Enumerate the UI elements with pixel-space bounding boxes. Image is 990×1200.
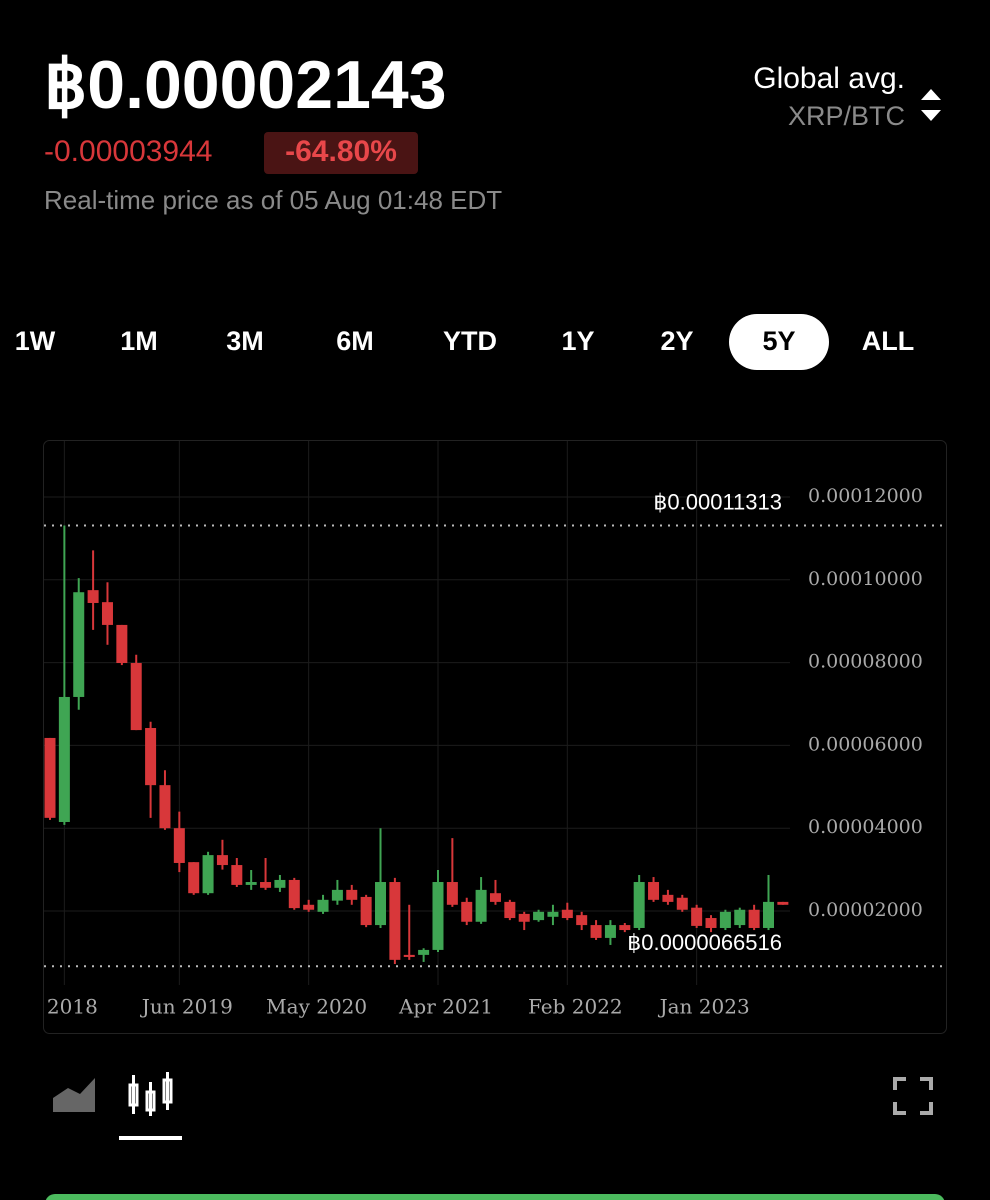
- candle-body: [231, 865, 243, 885]
- candle-body: [691, 907, 703, 926]
- y-tick-label: 0.00010000: [808, 568, 923, 590]
- candle-body: [576, 915, 588, 926]
- candle-body: [101, 602, 113, 625]
- x-tick-label: Jan 2023: [658, 995, 750, 1019]
- candle-body: [489, 893, 501, 902]
- candle-body: [375, 882, 387, 926]
- candle-body: [633, 882, 645, 928]
- source[interactable]: Global avg.: [753, 62, 905, 95]
- candle-body: [590, 925, 602, 938]
- change: -0.00003944: [44, 135, 213, 168]
- tab[interactable]: 2Y: [660, 326, 693, 356]
- candle-body: [604, 925, 616, 938]
- change-badge: [264, 132, 418, 174]
- timestamp: Real-time price as of 05 Aug 01:48 EDT: [44, 185, 502, 215]
- candle-body: [173, 828, 185, 863]
- candle-body: [475, 889, 487, 922]
- candle-body: [245, 882, 257, 885]
- pair[interactable]: XRP/BTC: [788, 101, 905, 131]
- candle-body: [705, 918, 717, 928]
- candle-body: [288, 879, 300, 909]
- candle-body: [130, 663, 142, 731]
- y-tick-label: 0.00008000: [808, 651, 923, 673]
- candle-body: [58, 696, 70, 822]
- candle-body: [260, 882, 272, 888]
- tab[interactable]: ALL: [862, 326, 914, 356]
- candle-body: [188, 862, 200, 894]
- candle-body: [116, 624, 128, 664]
- tab[interactable]: 1Y: [561, 326, 594, 356]
- candle-body: [504, 901, 516, 919]
- candle-body: [461, 901, 473, 922]
- candle-body: [648, 882, 660, 900]
- tab[interactable]: 1M: [120, 326, 158, 356]
- candle-body: [145, 728, 157, 786]
- chart-frame: [43, 440, 947, 1034]
- candle-body: [418, 949, 430, 955]
- y-tick-label: 0.00012000: [808, 485, 923, 507]
- change-percent: -64.80%: [285, 135, 397, 168]
- candle-body: [777, 901, 789, 905]
- action-button[interactable]: [45, 1194, 945, 1200]
- candle-body: [662, 894, 674, 902]
- reference-label: ฿0.00011313: [653, 489, 782, 514]
- tab[interactable]: 3M: [226, 326, 264, 356]
- candle-body: [317, 899, 329, 912]
- y-tick-label: 0.00004000: [808, 816, 923, 838]
- candle-body: [446, 882, 458, 905]
- candle-body: [360, 896, 372, 926]
- x-tick-label: Apr 2021: [398, 995, 493, 1019]
- line-icon[interactable]: [53, 1078, 95, 1112]
- y-tick-label: 0.00002000: [808, 899, 923, 921]
- tab[interactable]: 5Y: [762, 326, 795, 356]
- tab[interactable]: 6M: [336, 326, 374, 356]
- candle-body: [547, 911, 559, 917]
- candle-body: [44, 737, 56, 818]
- candle-body: [432, 882, 444, 950]
- candle-body: [159, 785, 171, 829]
- candle-body: [676, 897, 688, 910]
- tab-selected[interactable]: [729, 314, 829, 370]
- tab-underline: [119, 1136, 182, 1140]
- tab[interactable]: 1W: [15, 326, 56, 356]
- candle-body: [763, 901, 774, 928]
- x-tick-label: Feb 2022: [528, 995, 623, 1019]
- x-tick-label: Jun 2019: [140, 995, 233, 1019]
- candle-body: [561, 909, 573, 919]
- y-tick-label: 0.00006000: [808, 733, 923, 755]
- candle-body: [389, 882, 401, 960]
- switch-icon[interactable]: [921, 89, 941, 121]
- x-tick-label: 2018: [47, 995, 98, 1019]
- fullscreen-icon[interactable]: [893, 1077, 933, 1115]
- candle-body: [87, 590, 99, 603]
- candle-body: [719, 911, 731, 928]
- candle-body: [403, 954, 415, 957]
- candle-icon[interactable]: [128, 1072, 173, 1116]
- candle-body: [331, 889, 343, 901]
- candle-body: [748, 909, 760, 928]
- candle-body: [274, 879, 286, 888]
- candle-body: [533, 911, 545, 921]
- reference-label: ฿0.0000066516: [627, 930, 782, 955]
- candle-body: [73, 592, 85, 697]
- price: ฿0.00002143: [44, 47, 447, 123]
- candle-body: [346, 889, 358, 900]
- candle-body: [734, 909, 746, 926]
- candle-body: [216, 855, 228, 866]
- tab[interactable]: YTD: [443, 326, 497, 356]
- x-tick-label: May 2020: [266, 995, 367, 1019]
- candle-body: [303, 904, 315, 910]
- candle-body: [202, 855, 214, 894]
- candle-body: [619, 925, 631, 931]
- candle-body: [518, 913, 530, 922]
